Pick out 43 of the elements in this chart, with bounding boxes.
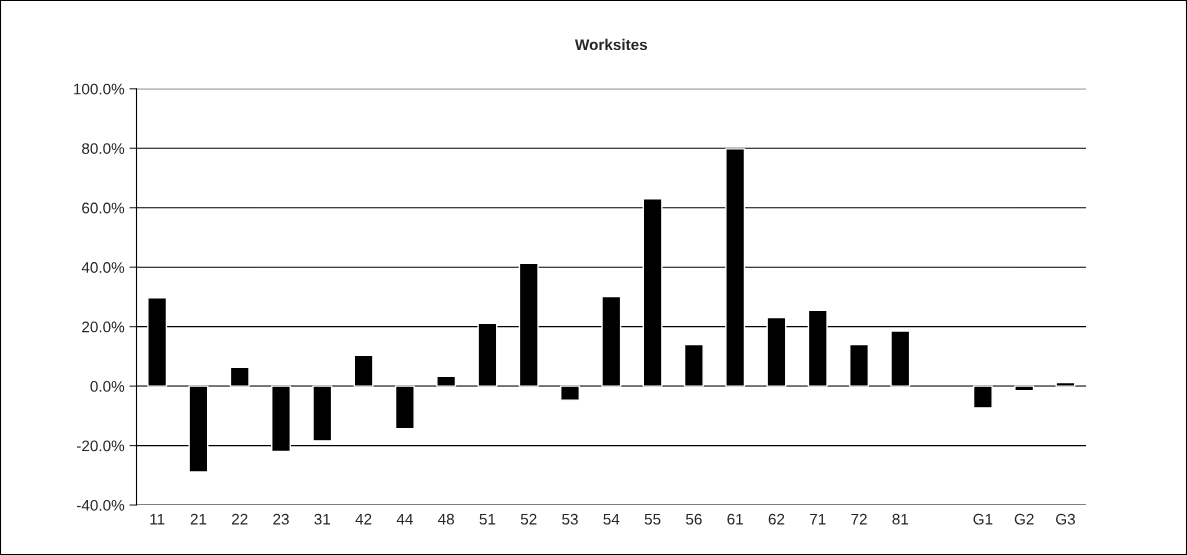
x-tick-label: 61	[727, 513, 743, 525]
x-tick-label: 62	[768, 513, 785, 525]
bar	[312, 385, 333, 442]
x-tick-label: 55	[644, 513, 661, 525]
x-tick-label: 72	[851, 513, 867, 525]
x-tick-label: 56	[685, 513, 702, 525]
bar	[849, 343, 870, 387]
bar	[394, 385, 415, 430]
y-tick-label: -20.0%	[76, 440, 125, 452]
bar	[436, 375, 457, 387]
bar	[1014, 385, 1035, 392]
x-tick-label: 31	[314, 513, 331, 525]
x-tick-label: 81	[892, 513, 909, 525]
x-tick-label: 11	[150, 513, 165, 525]
y-tick-label: 20.0%	[82, 321, 125, 333]
x-tick-label: 53	[562, 513, 578, 525]
x-tick-label: G2	[1014, 513, 1034, 525]
x-tick-label: 52	[520, 513, 537, 525]
x-tick-label: 22	[232, 513, 248, 525]
bar	[683, 343, 704, 387]
y-tick-label: 0.0%	[90, 380, 125, 392]
x-tick-label: 44	[396, 513, 413, 525]
y-tick-label: 100.0%	[74, 83, 125, 95]
chart-title: Worksites	[574, 38, 648, 51]
x-tick-label: 54	[603, 513, 620, 525]
y-tick-label: 40.0%	[81, 262, 125, 273]
bar	[560, 385, 581, 401]
bar	[1055, 381, 1076, 387]
bar	[972, 385, 993, 409]
y-tick-label: 80.0%	[82, 143, 125, 154]
bar	[229, 366, 250, 387]
bar	[890, 330, 911, 387]
y-tick-label: -40.0%	[76, 499, 125, 511]
y-tick-label: 60.0%	[82, 202, 125, 214]
x-tick-label: 48	[438, 513, 454, 525]
x-tick-label: 51	[479, 513, 496, 525]
x-tick-label: G1	[973, 513, 993, 525]
x-tick-label: 23	[273, 513, 289, 525]
bar	[353, 354, 374, 387]
x-tick-label: 42	[355, 513, 372, 525]
x-tick-label: 21	[190, 513, 207, 525]
x-tick-label: 71	[810, 513, 826, 525]
x-tick-label: G3	[1056, 513, 1075, 525]
